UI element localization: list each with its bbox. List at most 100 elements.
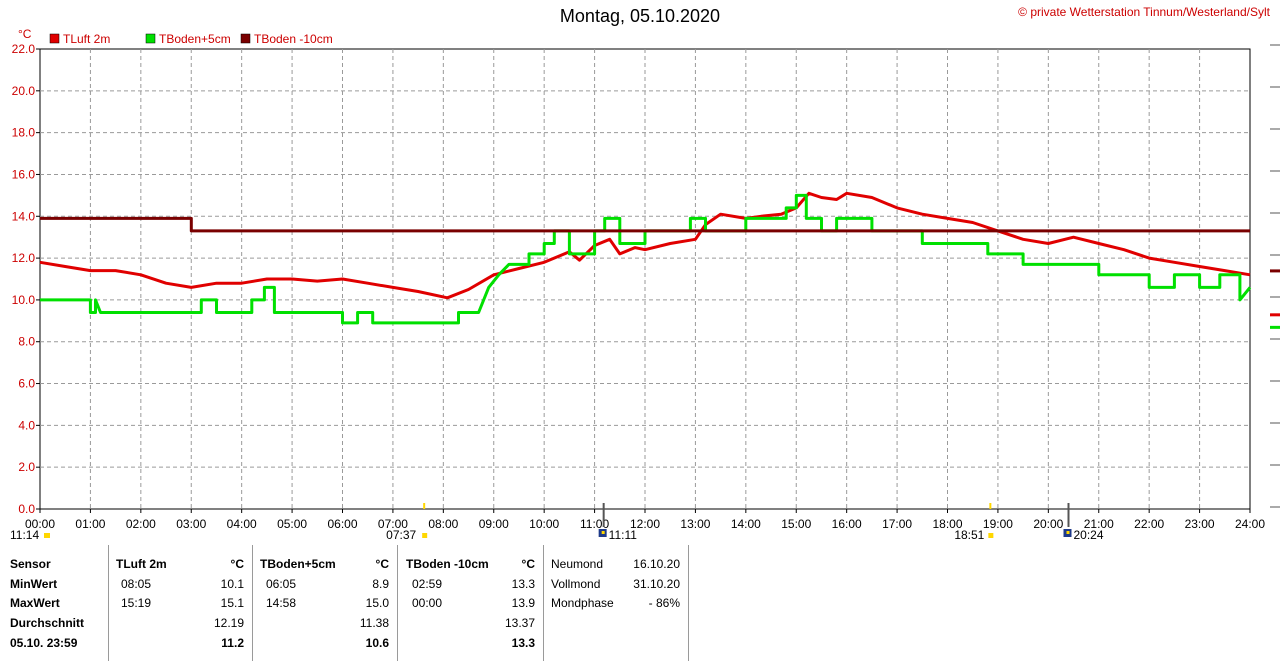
y-tick-label: 10.0 [12, 293, 36, 307]
x-tick-label: 16:00 [832, 517, 862, 531]
series-line [40, 216, 1250, 233]
max-value: 15.0 [365, 596, 389, 610]
x-tick-label: 22:00 [1134, 517, 1164, 531]
min-value: 8.9 [372, 577, 389, 591]
y-tick-label: 12.0 [12, 251, 36, 265]
prev-moonset-icon [44, 533, 50, 538]
min-value: 10.1 [220, 577, 244, 591]
copyright-text: © private Wetterstation Tinnum/Westerlan… [1018, 5, 1270, 19]
y-tick-label: 14.0 [12, 209, 36, 223]
sunset-label: 18:51 [954, 528, 984, 542]
moon-info-column: Neumond 16.10.20 Vollmond 31.10.20 Mondp… [544, 545, 689, 661]
legend-label: TBoden -10cm [254, 32, 333, 46]
y-axis-unit-label: °C [18, 27, 32, 41]
max-time: 00:00 [412, 596, 443, 610]
x-tick-label: 11:00 [580, 517, 609, 531]
column-unit: °C [375, 557, 389, 571]
y-tick-label: 16.0 [12, 167, 36, 181]
stats-label-column: Sensor MinWert MaxWert Durchschnitt 05.1… [0, 545, 109, 661]
y-tick-label: 8.0 [18, 335, 35, 349]
min-time: 02:59 [412, 577, 443, 591]
x-tick-label: 21:00 [1084, 517, 1114, 531]
x-tick-label: 18:00 [932, 517, 962, 531]
x-tick-label: 00:00 [25, 517, 55, 531]
temperature-chart: 0.0 2.0 4.0 6.0 8.0 10.0 12.0 14.0 16.0 18.0 20.0 2… [10, 27, 1280, 542]
avg-value: 11.38 [359, 616, 389, 630]
stats-column-tluft: TLuft 2m °C 08:05 10.1 15:19 15.1 12.19 … [109, 545, 253, 661]
avg-value: 13.37 [504, 616, 535, 630]
x-tick-label: 15:00 [781, 517, 811, 531]
avg-value: 12.19 [213, 616, 244, 630]
current-value: 10.6 [365, 636, 389, 650]
x-tick-label: 24:00 [1235, 517, 1265, 531]
x-tick-label: 07:00 [378, 517, 408, 531]
avg-label: Durchschnitt [10, 616, 85, 630]
sunrise-icon [422, 533, 428, 538]
chart-title: Montag, 05.10.2020 [559, 6, 721, 26]
x-tick-label: 03:00 [176, 517, 206, 531]
column-name: TBoden -10cm [406, 557, 489, 571]
min-value: 13.3 [511, 577, 535, 591]
x-tick-label: 23:00 [1185, 517, 1215, 531]
sensor-label: Sensor [10, 557, 51, 571]
x-tick-label: 05:00 [277, 517, 307, 531]
y-tick-label: 4.0 [18, 418, 35, 432]
legend-label: TLuft 2m [63, 32, 110, 46]
current-value: 11.2 [221, 636, 244, 650]
min-time: 06:05 [266, 577, 297, 591]
x-tick-label: 01:00 [75, 517, 105, 531]
x-tick-label: 06:00 [327, 517, 357, 531]
max-time: 15:19 [121, 596, 152, 610]
legend-swatch [49, 33, 60, 44]
moonset-icon-highlight [601, 531, 605, 534]
x-tick-label: 04:00 [227, 517, 257, 531]
moonrise-label: 20:24 [1074, 528, 1104, 542]
x-tick-label: 09:00 [479, 517, 509, 531]
y-tick-label: 6.0 [18, 377, 35, 391]
full-moon-label: Vollmond [551, 577, 601, 591]
stats-column-tboden10: TBoden -10cm °C 02:59 13.3 00:00 13.9 13… [398, 545, 544, 661]
max-value: 13.9 [511, 596, 535, 610]
date-label: 05.10. 23:59 [10, 636, 78, 650]
x-tick-label: 08:00 [428, 517, 458, 531]
max-time: 14:58 [266, 596, 297, 610]
prev-moonset-label: 11:14 [10, 528, 39, 542]
sunset-icon [988, 533, 994, 538]
x-tick-label: 12:00 [630, 517, 660, 531]
legend-swatch [145, 33, 156, 44]
moonrise-icon-highlight [1066, 531, 1070, 534]
legend-swatch [240, 33, 251, 44]
min-label: MinWert [10, 577, 58, 591]
x-tick-label: 20:00 [1033, 517, 1063, 531]
column-unit: °C [521, 557, 535, 571]
y-tick-label: 2.0 [18, 460, 35, 474]
stats-table: Sensor MinWert MaxWert Durchschnitt 05.1… [0, 545, 690, 662]
current-value: 13.3 [511, 636, 535, 650]
y-tick-label: 18.0 [12, 126, 36, 140]
stats-column-tboden5: TBoden+5cm °C 06:05 8.9 14:58 15.0 11.38… [253, 545, 398, 661]
x-tick-label: 17:00 [882, 517, 912, 531]
max-label: MaxWert [10, 596, 60, 610]
max-value: 15.1 [220, 596, 244, 610]
series-line [39, 191, 1251, 300]
new-moon-label: Neumond [551, 557, 604, 571]
column-unit: °C [230, 557, 244, 571]
plot-area [39, 48, 1251, 510]
y-tick-label: 22.0 [12, 42, 36, 56]
min-time: 08:05 [121, 577, 152, 591]
y-tick-label: 20.0 [12, 84, 36, 98]
full-moon-date: 31.10.20 [633, 577, 680, 591]
x-tick-label: 19:00 [983, 517, 1013, 531]
column-name: TLuft 2m [116, 557, 167, 571]
sunrise-label: 07:37 [386, 528, 416, 542]
new-moon-date: 16.10.20 [633, 557, 680, 571]
moon-phase-value: - 86% [648, 596, 680, 610]
x-tick-label: 10:00 [529, 517, 559, 531]
x-tick-label: 14:00 [731, 517, 761, 531]
x-tick-label: 02:00 [126, 517, 156, 531]
y-tick-label: 0.0 [18, 502, 35, 516]
moonset-label: 11:11 [609, 528, 638, 542]
x-tick-label: 13:00 [680, 517, 710, 531]
legend-label: TBoden+5cm [159, 32, 231, 46]
column-name: TBoden+5cm [260, 557, 336, 571]
